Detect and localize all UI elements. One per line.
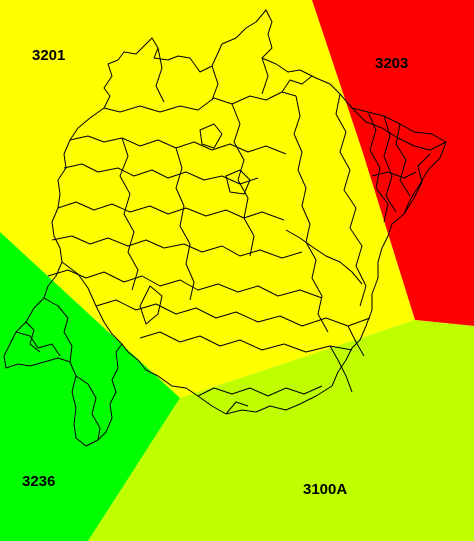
zone-3201-area [0, 0, 415, 398]
subbasin-divide [15, 331, 61, 357]
catchment-boundaries [3, 9, 447, 447]
subbasin-divide [281, 75, 313, 93]
subbasin-divide [47, 269, 323, 299]
subbasin-divide [103, 91, 297, 113]
zone-label-3236: 3236 [22, 473, 55, 490]
zone-label-3100A: 3100A [303, 481, 347, 498]
subbasin-divide [155, 47, 165, 103]
zone-3100A-area [88, 320, 474, 541]
subbasin-divide [329, 345, 353, 393]
zone-3203-area [312, 0, 474, 326]
subbasin-divide [351, 107, 447, 151]
subbasin-divide [75, 375, 101, 441]
zone-label-3203: 3203 [375, 55, 408, 72]
zone-label-3201: 3201 [32, 47, 65, 64]
subbasin-divide [139, 285, 163, 325]
subbasin-divide [367, 111, 389, 223]
subbasin-divide [285, 229, 363, 285]
subbasin-divide [197, 385, 323, 397]
subbasin-divide [225, 401, 249, 415]
catchment-outline [3, 9, 447, 447]
subbasin-divide [293, 95, 329, 333]
subbasin-divide [335, 93, 367, 307]
subbasin-divide [403, 153, 431, 215]
subbasin-divide [139, 331, 353, 353]
subbasin-divide [211, 65, 219, 101]
subbasin-divide [51, 235, 303, 259]
subbasin-divide [25, 321, 41, 353]
subbasin-divide [261, 57, 269, 95]
subbasin-divide [225, 169, 251, 195]
subbasin-divide [119, 137, 139, 291]
subbasin-divide [43, 297, 73, 363]
subbasin-divide [347, 325, 365, 357]
subbasin-divide [175, 147, 195, 301]
subbasin-divide [63, 163, 259, 185]
subbasin-divide [371, 171, 417, 179]
subbasin-divide [231, 103, 255, 257]
subbasin-divide [199, 123, 223, 149]
subbasin-divide [61, 261, 123, 345]
subbasin-divide [95, 299, 371, 327]
